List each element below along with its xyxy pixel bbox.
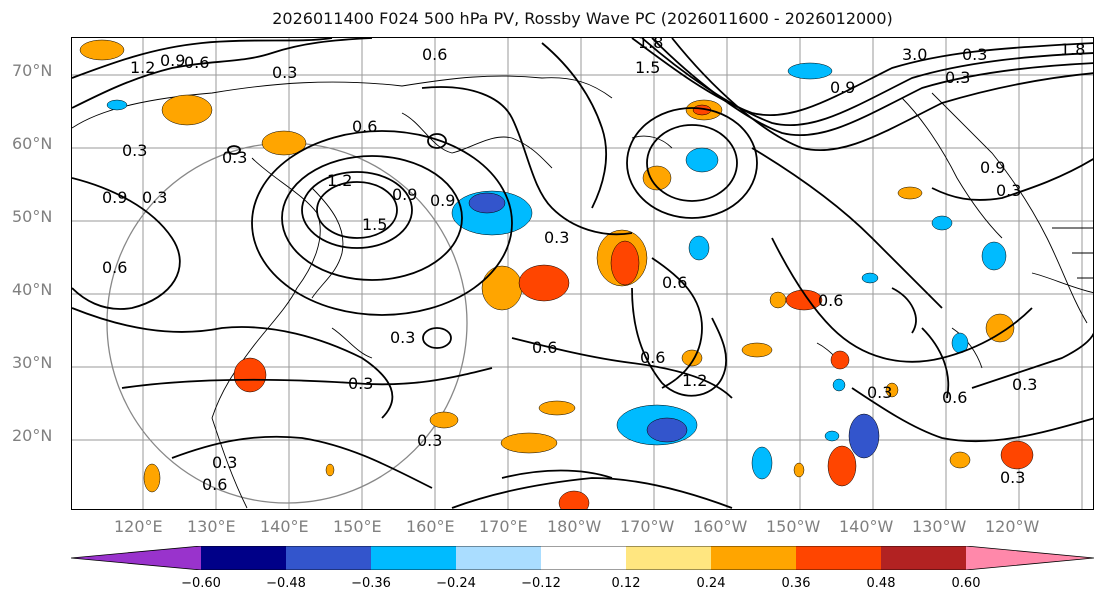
colorbar-tick: 0.36 (781, 576, 811, 591)
colorbar-segment (541, 546, 626, 570)
contour-label: 0.6 (532, 338, 557, 357)
contour-label: 0.9 (430, 191, 455, 210)
contour-label: 0.3 (996, 181, 1021, 200)
contour-label: 0.6 (662, 273, 687, 292)
lon-label-130e: 130°E (187, 517, 236, 536)
colorbar-tick: −0.48 (266, 576, 306, 591)
coastlines (72, 75, 1093, 509)
lat-label-20n: 20°N (12, 426, 53, 445)
contour-label: 1.2 (682, 371, 707, 390)
contour-label: 0.3 (1000, 468, 1025, 487)
lon-label-120e: 120°E (114, 517, 163, 536)
contour-label: 0.6 (184, 53, 209, 72)
pv-anomaly-shading (79, 39, 1034, 509)
colorbar-segment (456, 546, 541, 570)
contour-label: 0.3 (212, 453, 237, 472)
contour-label: 0.6 (422, 45, 447, 64)
colorbar-segment (881, 546, 966, 570)
contour-label: 0.3 (390, 328, 415, 347)
contour-label: 0.6 (102, 258, 127, 277)
contour-label: 0.3 (962, 45, 987, 64)
contour-label: 1.2 (327, 171, 352, 190)
lon-label-150e: 150°E (333, 517, 382, 536)
map-panel: 0.6 0.3 1.2 0.9 0.6 0.3 1.8 1.5 0.6 0.3 … (71, 37, 1094, 510)
lon-label-180w: 180°W (547, 517, 602, 536)
contour-label: 0.3 (122, 141, 147, 160)
contour-label: 0.3 (417, 431, 442, 450)
contour-label: 1.8 (638, 38, 663, 52)
lon-label-130w: 130°W (912, 517, 967, 536)
lon-label-140w: 140°W (839, 517, 894, 536)
contour-label: 0.6 (942, 388, 967, 407)
lon-label-170w: 170°W (620, 517, 675, 536)
lon-label-170e: 170°E (479, 517, 528, 536)
contour-label: 0.9 (102, 188, 127, 207)
contour-label: 0.9 (160, 51, 185, 70)
contour-label: 0.3 (1012, 375, 1037, 394)
colorbar-segment (201, 546, 286, 570)
colorbar-tick: 0.60 (951, 576, 981, 591)
colorbar-segment (966, 546, 1094, 570)
contour-label: 0.6 (640, 348, 665, 367)
colorbar (71, 546, 1094, 570)
lat-label-30n: 30°N (12, 353, 53, 372)
contour-label: 0.3 (222, 148, 247, 167)
contour-label: 1.5 (635, 58, 660, 77)
colorbar-segment (796, 546, 881, 570)
colorbar-segment (71, 546, 201, 570)
colorbar-tick: −0.24 (436, 576, 476, 591)
contour-label: 0.6 (352, 117, 377, 136)
lat-label-40n: 40°N (12, 280, 53, 299)
contour-label: 1.8 (1060, 40, 1085, 59)
contour-label: 3.0 (902, 45, 927, 64)
colorbar-segment (711, 546, 796, 570)
contour-label: 0.3 (945, 68, 970, 87)
colorbar-tick: 0.48 (866, 576, 896, 591)
map-title: 2026011400 F024 500 hPa PV, Rossby Wave … (272, 9, 893, 28)
contour-label: 0.9 (980, 158, 1005, 177)
lat-label-60n: 60°N (12, 134, 53, 153)
contour-label: 0.3 (544, 228, 569, 247)
colorbar-tick: −0.60 (181, 576, 221, 591)
lon-label-150w: 150°W (766, 517, 821, 536)
colorbar-tick: 0.24 (696, 576, 726, 591)
colorbar-segment (286, 546, 371, 570)
colorbar-segment (626, 546, 711, 570)
contour-label: 1.2 (130, 58, 155, 77)
contour-labels: 0.6 0.3 1.2 0.9 0.6 0.3 1.8 1.5 0.6 0.3 … (102, 38, 1085, 494)
contour-label: 0.3 (867, 383, 892, 402)
colorbar-tick: −0.12 (521, 576, 561, 591)
lat-label-70n: 70°N (12, 61, 53, 80)
contour-label: 0.3 (348, 374, 373, 393)
contour-label: 0.6 (202, 475, 227, 494)
contour-label: 0.3 (272, 63, 297, 82)
colorbar-tick: −0.36 (351, 576, 391, 591)
contour-label: 0.9 (830, 78, 855, 97)
pv-contours (72, 38, 1093, 509)
map-canvas: 0.6 0.3 1.2 0.9 0.6 0.3 1.8 1.5 0.6 0.3 … (72, 38, 1093, 509)
contour-label: 0.9 (392, 185, 417, 204)
graticule (72, 38, 1093, 509)
lon-label-160e: 160°E (406, 517, 455, 536)
lon-label-160w: 160°W (693, 517, 748, 536)
contour-label: 0.3 (142, 188, 167, 207)
contour-label: 1.5 (362, 215, 387, 234)
lon-label-120w: 120°W (985, 517, 1040, 536)
colorbar-segment (371, 546, 456, 570)
contour-label: 0.6 (818, 291, 843, 310)
lat-label-50n: 50°N (12, 207, 53, 226)
colorbar-tick: 0.12 (611, 576, 641, 591)
lon-label-140e: 140°E (260, 517, 309, 536)
